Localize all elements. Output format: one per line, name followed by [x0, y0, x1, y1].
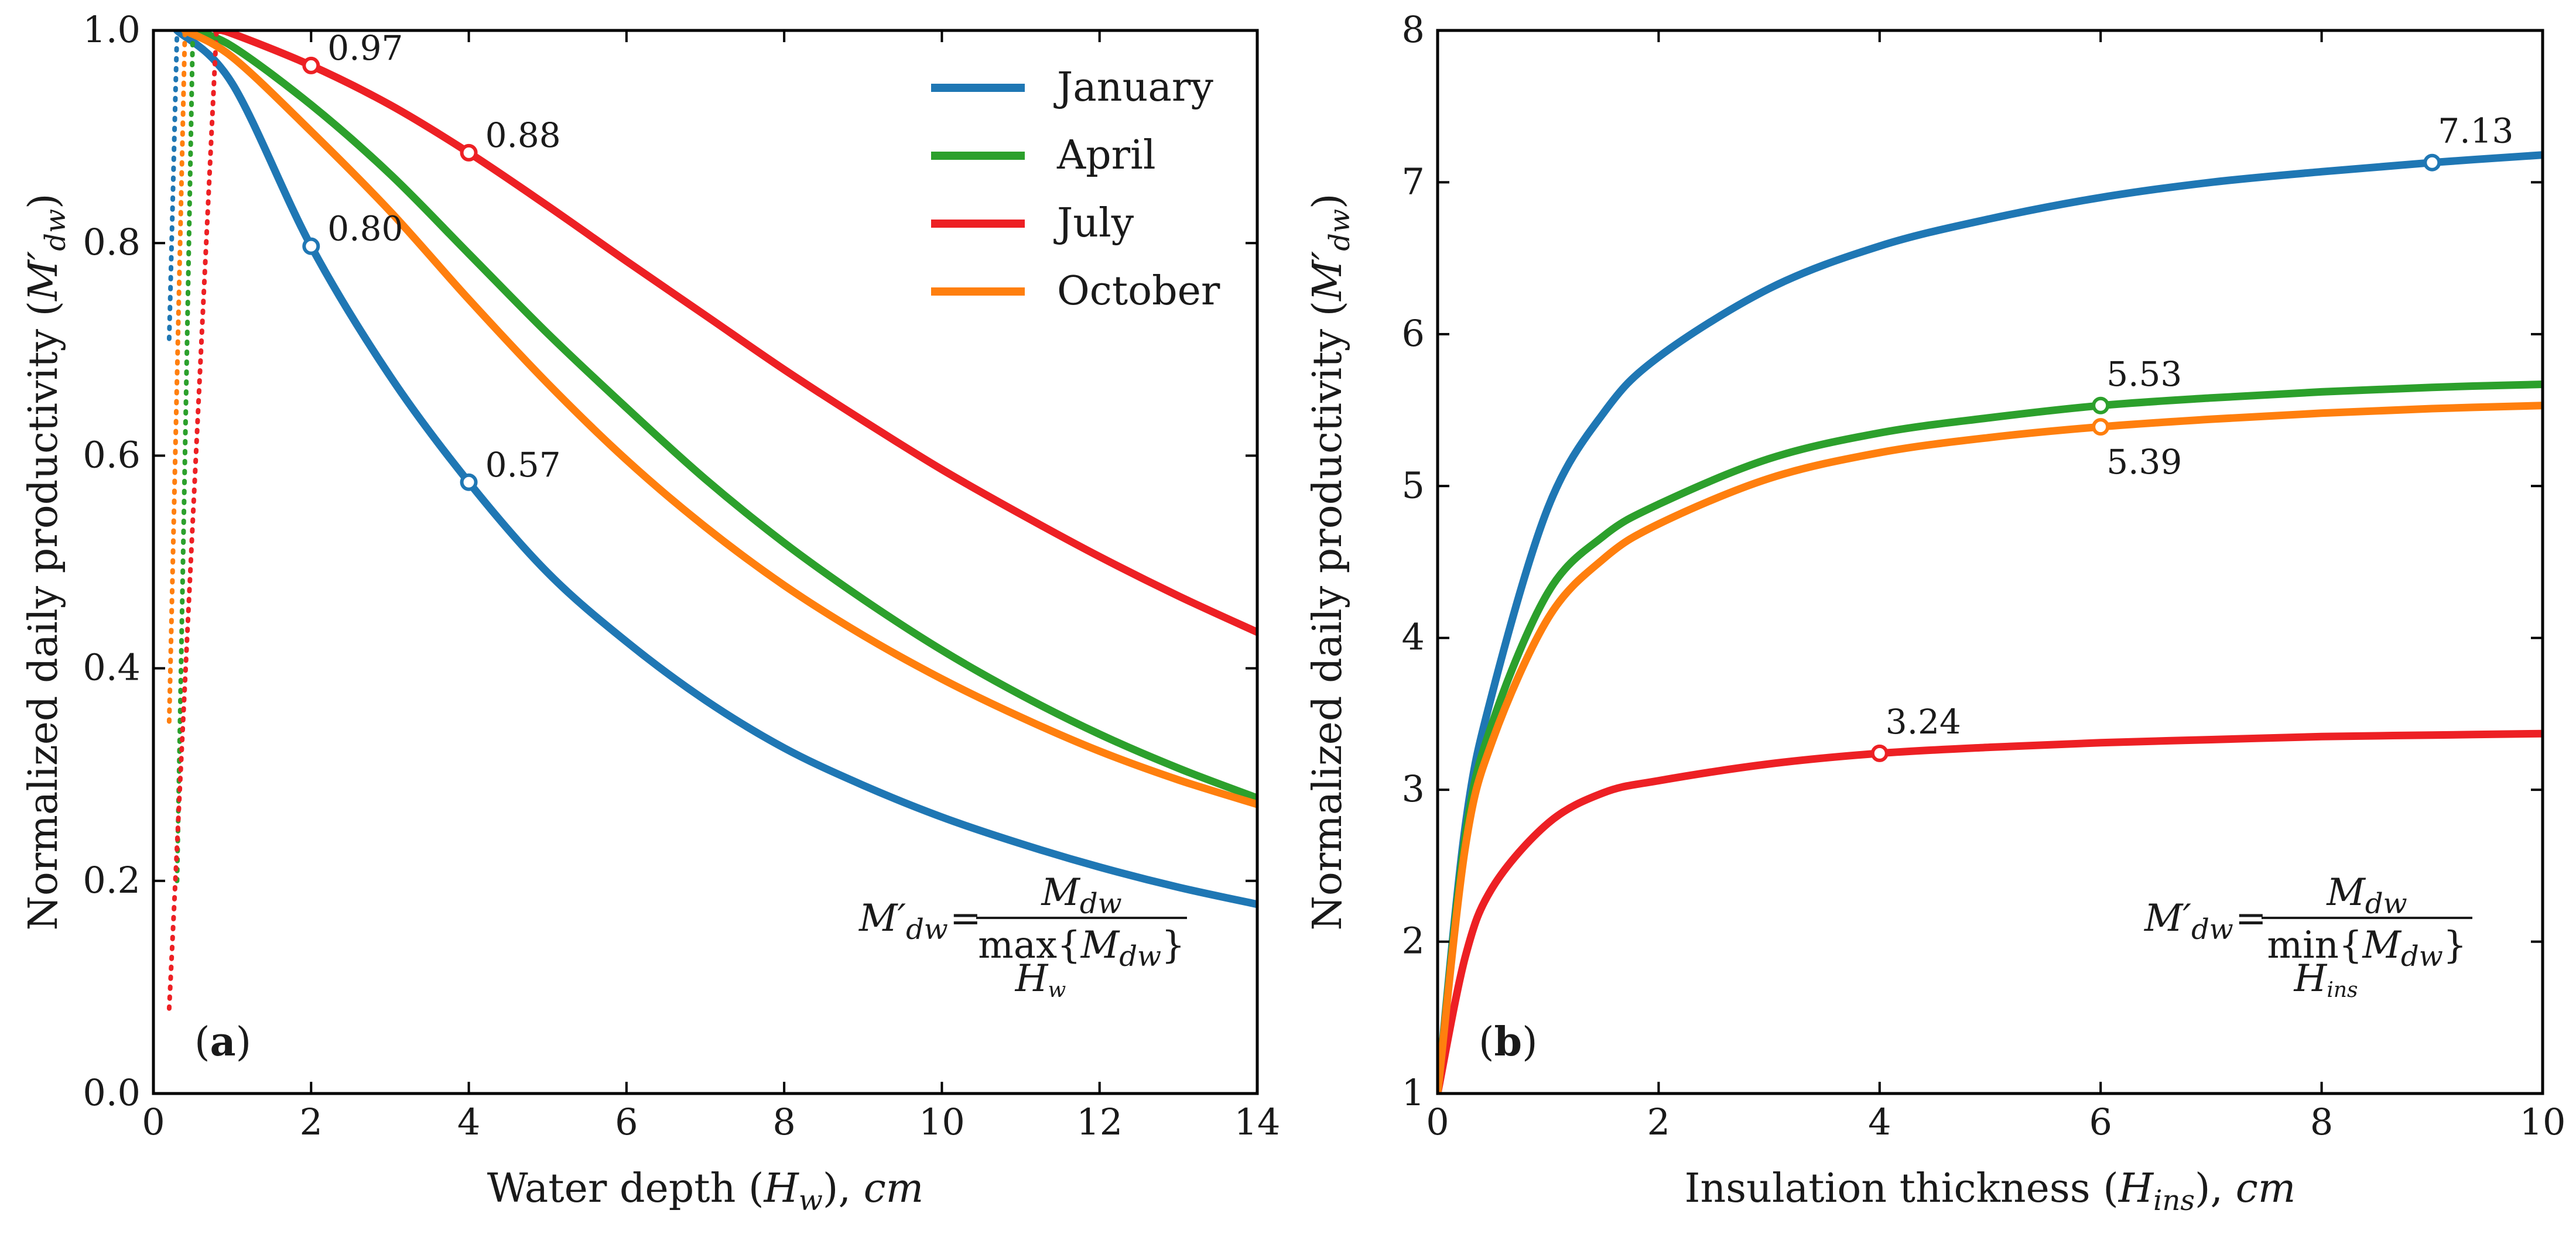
point-label: 5.53: [2106, 354, 2182, 394]
point-label: 0.97: [327, 28, 403, 68]
x-tick-label: 0: [1426, 1101, 1449, 1143]
x-tick-label: 14: [1234, 1101, 1281, 1143]
y-tick-label: 6: [1402, 312, 1425, 355]
point-marker: [460, 473, 478, 491]
y-tick-label: 1: [1402, 1071, 1425, 1114]
point-marker: [1870, 744, 1889, 762]
legend-label-july: July: [1053, 200, 1134, 246]
series-lines: [166, 30, 1257, 1011]
panel-label: (a): [194, 1019, 251, 1065]
y-tick-label: 5: [1402, 464, 1425, 506]
y-tick-label: 1.0: [83, 8, 141, 51]
point-label: 3.24: [1886, 702, 1961, 742]
x-tick-label: 2: [300, 1101, 323, 1143]
y-axis-title: Normalized daily productivity (M′dw): [1305, 193, 1356, 930]
x-tick-label: 8: [2310, 1101, 2333, 1143]
point-marker: [2092, 418, 2110, 436]
series-line-july: [213, 30, 1257, 636]
y-tick-label: 2: [1402, 920, 1425, 962]
x-axis-title: Insulation thickness (Hins), cm: [1685, 1166, 2296, 1217]
formula-under: Hins: [2294, 957, 2358, 1002]
formula-lhs: M′dw: [2144, 897, 2233, 946]
point-marker: [2423, 153, 2441, 172]
plot-frame: [1436, 29, 2544, 1095]
series-lines: [1438, 151, 2543, 1094]
x-tick-label: 10: [919, 1101, 965, 1143]
y-tick-label: 7: [1402, 160, 1425, 203]
series-dotted-october: [166, 30, 187, 724]
formula-equals: =: [2235, 897, 2267, 940]
formula-denominator: max{Mdw}: [978, 924, 1185, 973]
x-tick-label: 12: [1076, 1101, 1123, 1143]
series-dotted-july: [166, 30, 219, 1011]
y-tick-label: 0.2: [83, 859, 141, 901]
y-tick-label: 0.6: [83, 433, 141, 476]
x-tick-label: 0: [142, 1101, 165, 1143]
formula-numerator: Mdw: [2326, 871, 2407, 920]
x-tick-label: 6: [2089, 1101, 2112, 1143]
series-dotted-january: [166, 30, 180, 341]
x-tick-label: 6: [615, 1101, 638, 1143]
series-dotted-april: [175, 30, 196, 883]
x-tick-label: 8: [772, 1101, 795, 1143]
legend: January April July October: [931, 64, 1220, 314]
plot-frame: [152, 29, 1259, 1095]
point-marker: [2092, 396, 2110, 414]
y-axis-title: Normalized daily productivity (M′dw): [20, 193, 72, 930]
point-label: 7.13: [2438, 111, 2513, 151]
formula-equals: =: [950, 897, 981, 940]
x-axis-title: Water depth (Hw), cm: [487, 1166, 924, 1217]
point-marker: [302, 237, 320, 255]
legend-label-october: October: [1057, 268, 1220, 314]
x-tick-label: 2: [1647, 1101, 1670, 1143]
y-tick-label: 0.4: [83, 646, 141, 689]
formula-numerator: Mdw: [1041, 871, 1121, 920]
x-tick-label: 10: [2520, 1101, 2566, 1143]
y-tick-label: 3: [1402, 767, 1425, 810]
formula-denominator: min{Mdw}: [2267, 924, 2466, 973]
x-tick-label: 4: [457, 1101, 480, 1143]
y-tick-label: 0.8: [83, 221, 141, 263]
point-label: 0.80: [327, 209, 403, 249]
series-line-april: [1438, 381, 2543, 1094]
series-line-january: [173, 30, 1257, 909]
formula-under: Hw: [1015, 957, 1066, 1002]
legend-label-april: April: [1056, 132, 1156, 179]
series-line-july: [1438, 729, 2543, 1094]
x-tick-label: 4: [1868, 1101, 1891, 1143]
panel-a: 0 2 4 6 8 10 12 14 0.0 0.2 0.4 0.6 0.8 1.0 Water depth…: [20, 8, 1280, 1217]
legend-label-january: January: [1053, 64, 1213, 111]
point-marker: [460, 143, 478, 162]
series-line-april: [189, 30, 1257, 802]
panel-label: (b): [1479, 1019, 1538, 1065]
formula-lhs: M′dw: [858, 897, 948, 946]
point-label: 0.88: [485, 115, 561, 155]
y-tick-label: 8: [1402, 8, 1425, 51]
point-label: 0.57: [485, 445, 561, 485]
series-line-october: [1438, 402, 2543, 1094]
y-tick-label: 4: [1402, 616, 1425, 659]
point-marker: [302, 56, 320, 74]
point-label: 5.39: [2106, 442, 2182, 482]
series-line-october: [181, 30, 1257, 808]
series-line-january: [1438, 151, 2543, 1094]
y-tick-label: 0.0: [83, 1071, 141, 1114]
